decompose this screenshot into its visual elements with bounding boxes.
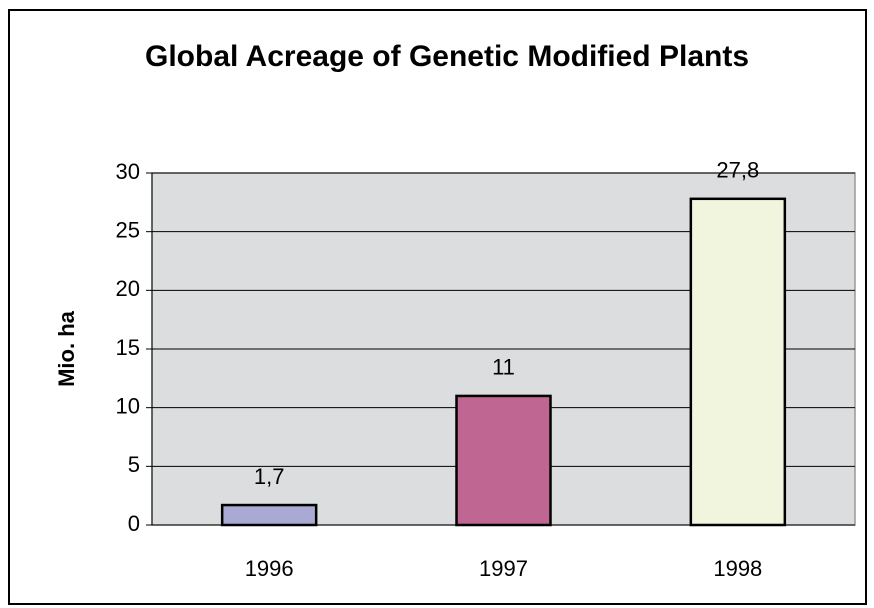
y-tick-label: 10 xyxy=(116,393,140,418)
value-label: 27,8 xyxy=(716,158,759,183)
y-axis-label: Mio. ha xyxy=(54,310,79,387)
y-tick-label: 5 xyxy=(128,452,140,477)
y-tick-label: 30 xyxy=(116,159,140,184)
x-tick-label: 1997 xyxy=(479,556,528,581)
bar xyxy=(455,394,552,527)
x-tick-label: 1998 xyxy=(713,556,762,581)
value-label: 11 xyxy=(492,355,515,380)
y-tick-label: 25 xyxy=(116,217,140,242)
bar xyxy=(220,503,318,527)
x-tick-label: 1996 xyxy=(245,556,294,581)
y-tick-label: 20 xyxy=(116,276,140,301)
value-label: 1,7 xyxy=(254,464,285,489)
y-tick-label: 15 xyxy=(116,335,140,360)
chart-title: Global Acreage of Genetic Modified Plant… xyxy=(145,40,749,73)
y-tick-label: 0 xyxy=(128,511,140,536)
bar xyxy=(689,197,787,527)
